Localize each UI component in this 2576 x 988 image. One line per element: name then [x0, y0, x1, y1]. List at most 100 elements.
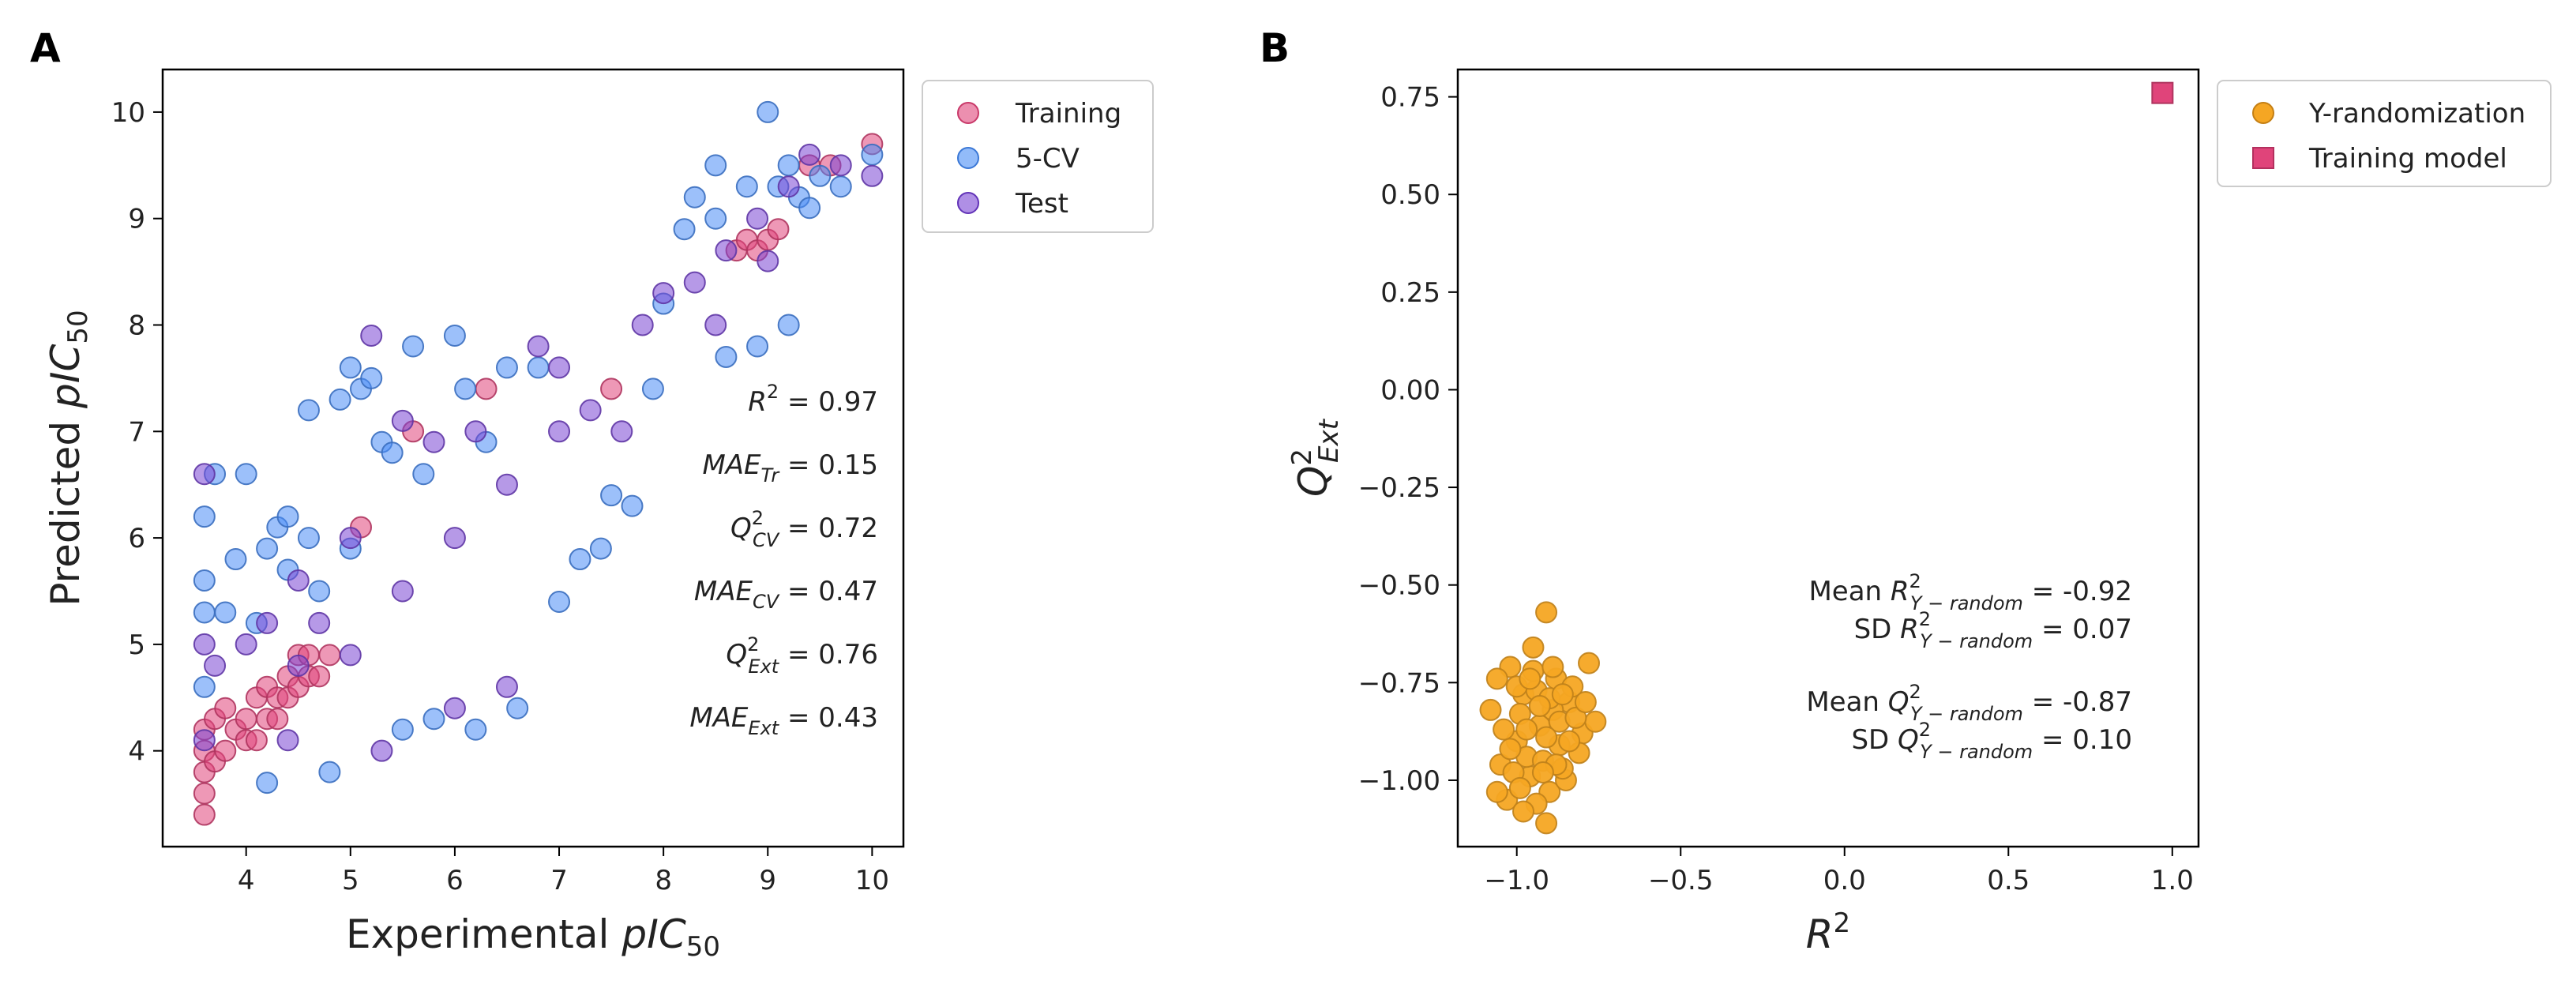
- panel-b-x-tick-label: 0.0: [1823, 865, 1866, 896]
- panel-b-annotation: Mean Q2 Y − random = -0.87: [1806, 681, 2132, 725]
- point-5-cv: [308, 580, 331, 603]
- panel-a-x-axis-label-ital: pIC: [621, 911, 685, 957]
- point-test: [193, 729, 216, 752]
- panel-b-annotation: Mean R2 Y − random = -0.92: [1808, 570, 2132, 614]
- annotation-superscript: 2: [1909, 681, 1921, 703]
- point-test: [495, 675, 518, 698]
- point-5-cv: [256, 537, 279, 560]
- annotation-value: = 0.43: [779, 702, 878, 734]
- panel-a-x-tick-label: 4: [238, 865, 255, 896]
- point-5-cv: [683, 186, 706, 208]
- annotation-symbol: R: [1891, 576, 1909, 607]
- panel-a-y-tick-label: 8: [128, 310, 145, 342]
- annotation-subscript: Y − random: [1910, 592, 2023, 614]
- point-y-randomization: [1512, 800, 1535, 823]
- annotation-subscript: Y − random: [1920, 630, 2033, 652]
- point-test: [548, 356, 571, 379]
- annotation-symbol: Q: [730, 513, 752, 544]
- panel-b-x-tick-label: −0.5: [1648, 865, 1714, 896]
- point-5-cv: [829, 175, 852, 198]
- annotation-subscript: Y − random: [1910, 703, 2023, 725]
- panel-b-label: B: [1260, 25, 1290, 71]
- point-y-randomization: [1515, 718, 1538, 741]
- panel-a-x-tick-label: 10: [855, 865, 889, 896]
- point-5-cv: [464, 718, 487, 741]
- panel-a-y-axis-label-sub: 50: [62, 310, 94, 344]
- point-test: [256, 611, 279, 634]
- point-test: [443, 697, 466, 719]
- panel-a-x-axis-label: Experimental pIC50: [346, 911, 720, 963]
- legend-marker-training: [957, 102, 979, 124]
- point-test: [339, 644, 362, 667]
- point-test: [235, 633, 257, 656]
- panel-b-x-tick-label: 0.5: [1987, 865, 2030, 896]
- legend-marker-5cv: [957, 147, 979, 169]
- point-y-randomization: [1535, 812, 1558, 835]
- point-test: [652, 282, 675, 305]
- annotation-subscript: Y − random: [1920, 741, 2033, 763]
- point-training: [318, 644, 341, 667]
- annotation-superscript: 2: [1919, 719, 1931, 741]
- panel-b-legend-box: [2217, 80, 2552, 187]
- legend-label-training-model: Training model: [2308, 143, 2507, 175]
- point-5-cv: [391, 718, 414, 741]
- annotation-subscript: CV: [753, 529, 780, 551]
- point-y-randomization: [1485, 780, 1508, 803]
- point-y-randomization: [1522, 636, 1545, 659]
- point-y-randomization: [1535, 601, 1558, 624]
- panel-a-annotation: MAEExt = 0.43: [689, 702, 878, 739]
- legend-marker-test: [957, 192, 979, 214]
- panel-a-x-tick-label: 6: [446, 865, 464, 896]
- panel-b-annotation: SD Q2 Y − random = 0.10: [1851, 719, 2132, 763]
- point-y-randomization: [1558, 730, 1581, 753]
- point-y-randomization: [1535, 726, 1558, 749]
- panel-a-label: A: [30, 25, 61, 71]
- panel-a-x-tick-label: 5: [342, 865, 359, 896]
- legend-marker-y-randomization: [2252, 102, 2274, 124]
- panel-b-x-axis-label-ital: R: [1806, 911, 1834, 957]
- panel-b-y-tick-label: −0.25: [1358, 472, 1440, 504]
- point-test: [798, 143, 821, 166]
- point-5-cv: [297, 399, 320, 422]
- annotation-value: = 0.07: [2033, 614, 2132, 645]
- point-5-cv: [193, 505, 216, 528]
- point-5-cv: [329, 388, 351, 411]
- point-test: [757, 250, 779, 272]
- annotation-subscript: CV: [753, 591, 780, 613]
- panel-b-x-axis-label: R2: [1806, 907, 1850, 957]
- point-training: [308, 665, 331, 688]
- point-5-cv: [704, 154, 727, 177]
- point-test: [715, 239, 738, 262]
- point-test: [422, 430, 445, 453]
- annotation-value: = 0.72: [779, 513, 878, 544]
- panel-b-y-axis-label-ital: Q: [1290, 466, 1336, 497]
- point-5-cv: [402, 335, 425, 358]
- panel-a-y-tick-label: 6: [128, 523, 145, 554]
- point-5-cv: [735, 175, 758, 198]
- point-y-randomization: [1578, 652, 1601, 674]
- legend-label-y-randomization: Y-randomization: [2308, 98, 2525, 130]
- point-y-randomization: [1584, 710, 1607, 733]
- point-y-randomization: [1485, 667, 1508, 690]
- point-5-cv: [673, 218, 696, 241]
- point-5-cv: [193, 675, 216, 698]
- annotation-superscript: 2: [1909, 570, 1921, 592]
- point-test: [704, 314, 727, 336]
- panel-b-points: [1479, 81, 2174, 835]
- panel-b-y-tick-label: 0.25: [1380, 277, 1440, 309]
- point-training: [245, 729, 268, 752]
- point-test: [777, 175, 800, 198]
- legend-marker-training-model: [2252, 147, 2274, 169]
- panel-b-y-tick-label: 0.50: [1380, 179, 1440, 211]
- point-y-randomization: [1551, 683, 1574, 706]
- legend-label-training: Training: [1015, 98, 1121, 130]
- point-5-cv: [495, 356, 518, 379]
- panel-a-y-axis-label: Predicted pIC50: [43, 310, 94, 606]
- point-training: [767, 218, 790, 241]
- point-training: [600, 378, 623, 400]
- point-5-cv: [256, 772, 279, 795]
- panel-a-y-tick-label: 9: [128, 204, 145, 235]
- point-y-randomization: [1499, 738, 1522, 761]
